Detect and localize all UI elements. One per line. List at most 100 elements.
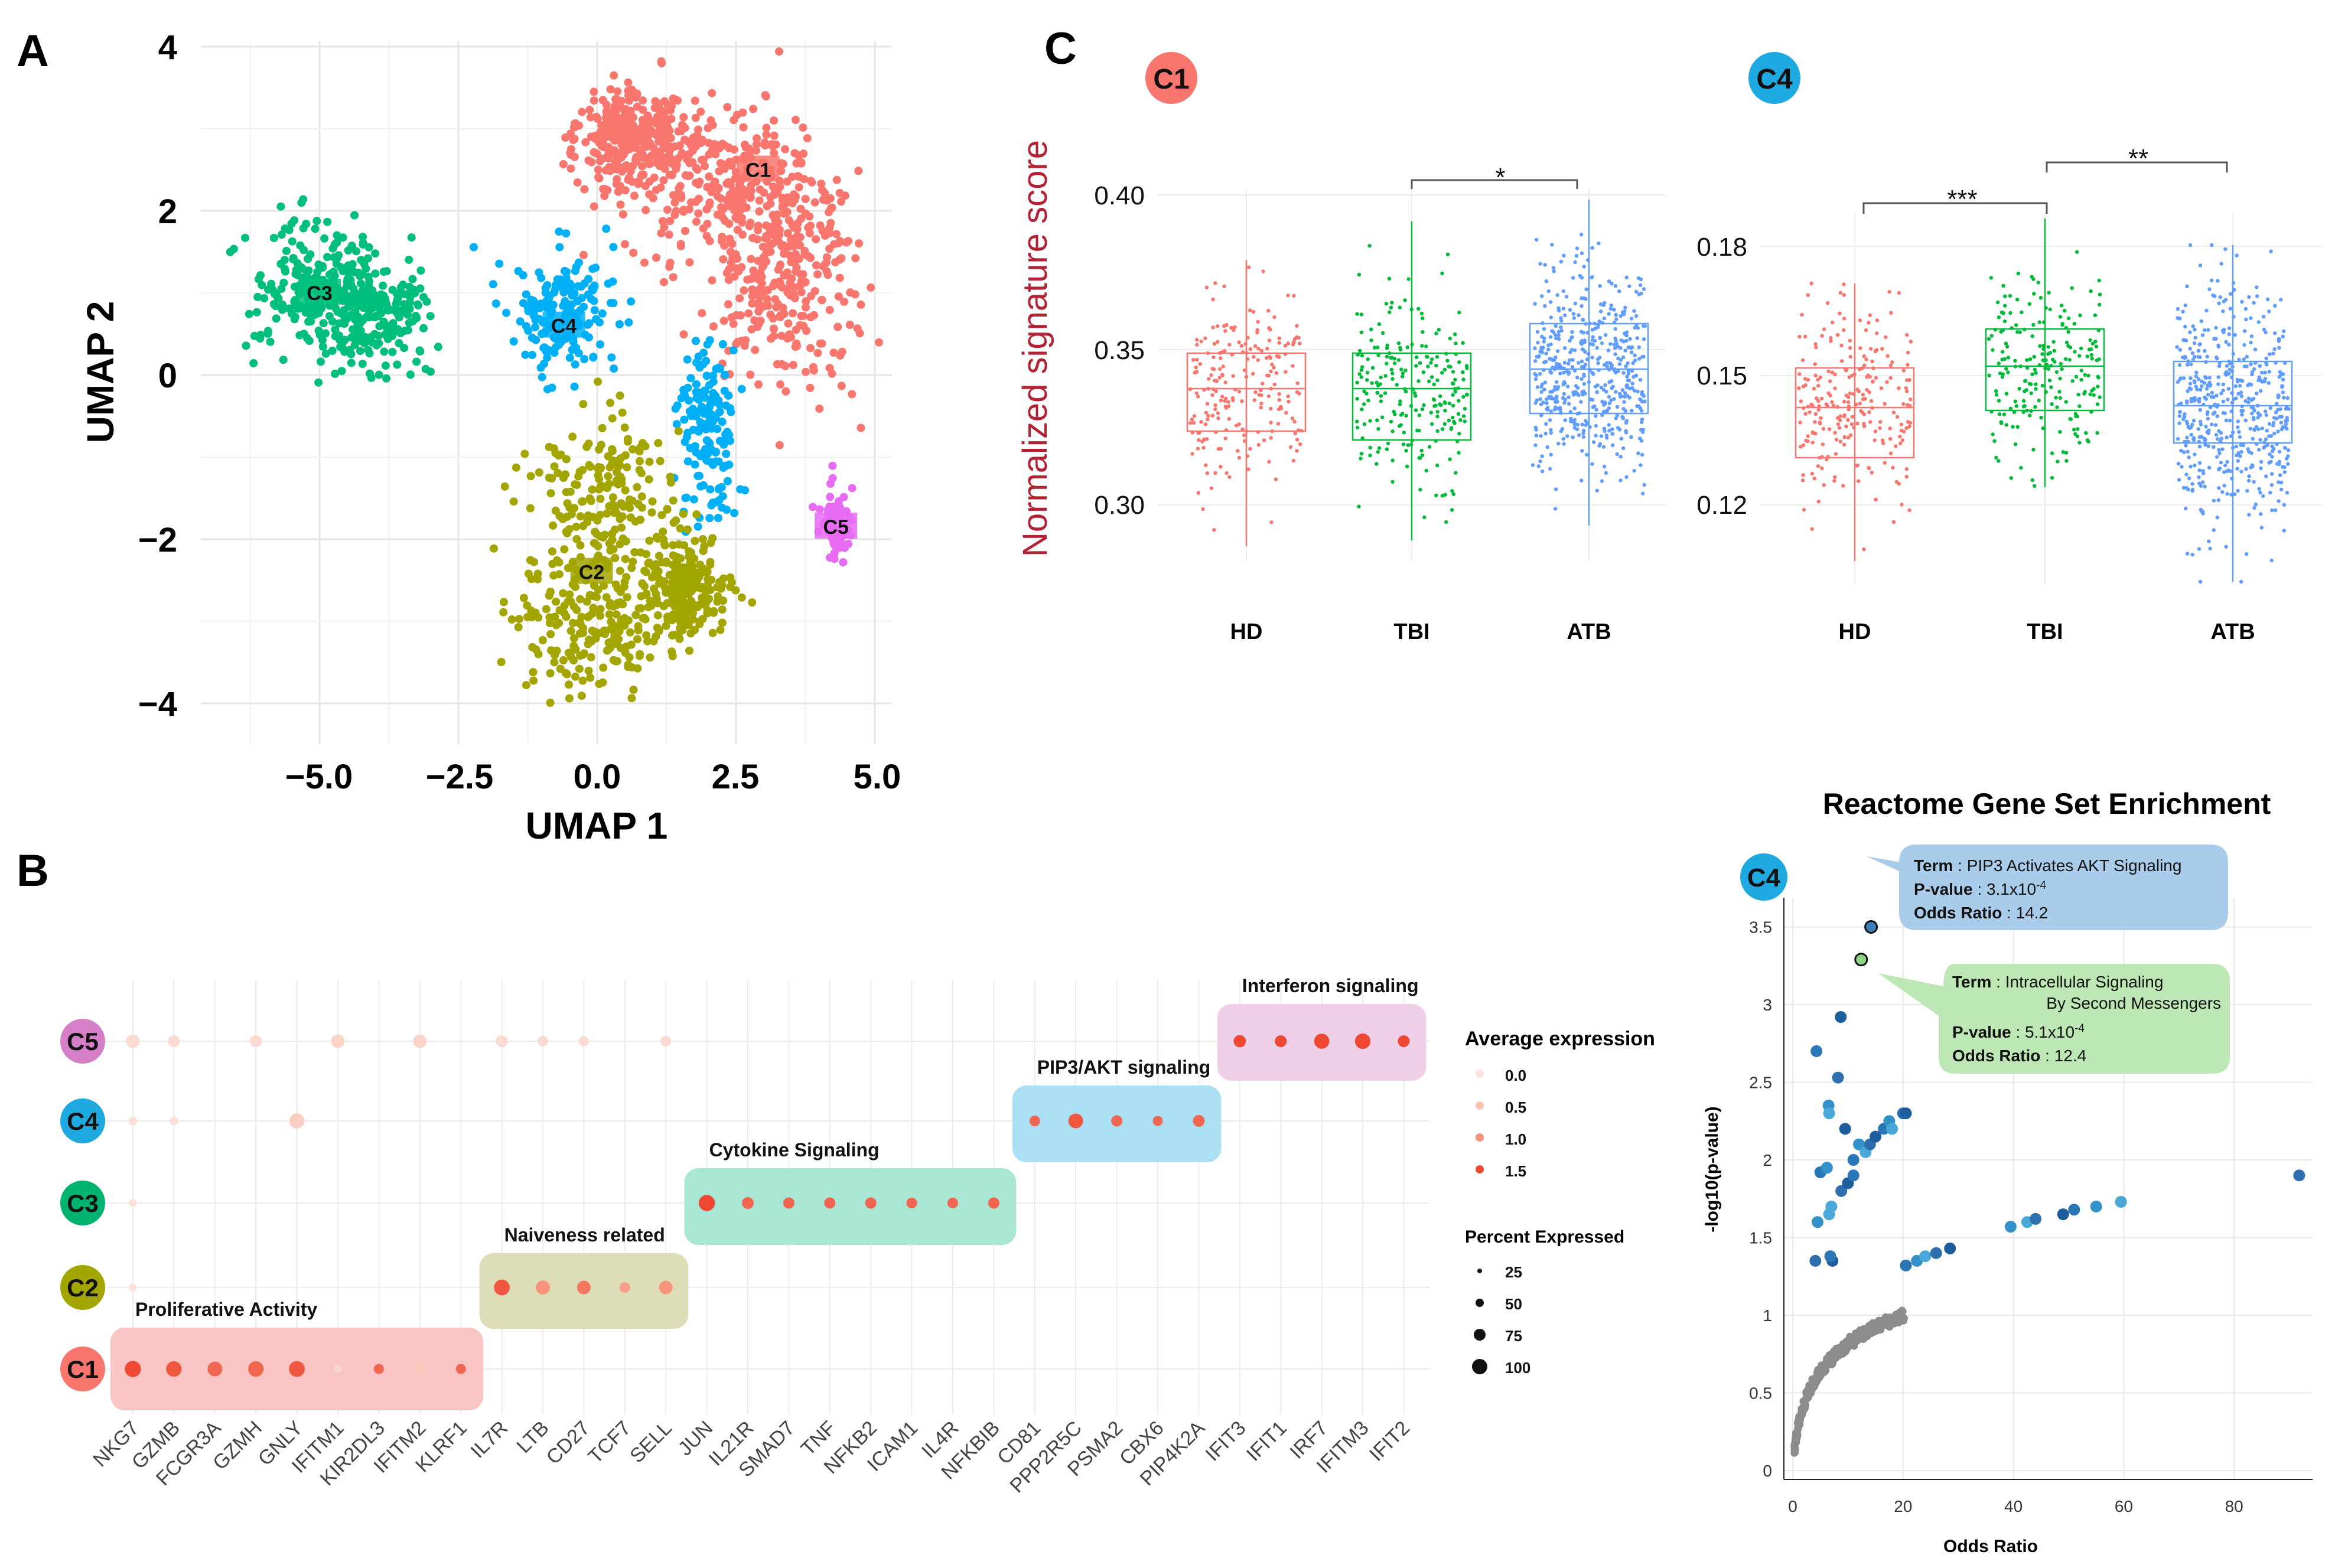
sig-point <box>2003 304 2007 308</box>
sig-point <box>1997 361 2001 366</box>
umap-ytick-m4: −4 <box>138 685 177 723</box>
umap-point-c2 <box>656 457 665 465</box>
sig-point <box>1385 343 1389 347</box>
dot-c1-fcgr3a <box>207 1361 223 1377</box>
sig-point <box>1533 377 1538 382</box>
sig-point <box>1604 471 1608 475</box>
dot-c5-sell <box>660 1036 672 1047</box>
umap-point-c2 <box>534 613 543 622</box>
umap-point-c2 <box>636 457 644 465</box>
umap-point-c4 <box>587 295 595 304</box>
umap-point-c2 <box>698 535 707 543</box>
umap-point-c1 <box>738 108 747 117</box>
dot-c5-gzmh <box>250 1035 262 1047</box>
sig-point <box>1277 398 1281 402</box>
sig-point <box>2204 308 2209 312</box>
umap-point-c1 <box>703 182 712 191</box>
umap-point-c1 <box>819 262 828 270</box>
sig-point <box>2197 461 2202 465</box>
umap-point-c1 <box>790 149 799 158</box>
umap-point-c4 <box>705 439 714 448</box>
sig-point <box>1600 341 1604 345</box>
sig-point <box>1905 332 1909 337</box>
umap-point-c2 <box>654 567 663 576</box>
sig-point <box>2280 372 2284 376</box>
umap-point-c1 <box>676 141 684 150</box>
sig-point <box>1240 399 1244 403</box>
umap-point-c1 <box>579 250 588 259</box>
sig-point <box>1621 355 1626 360</box>
sig-point <box>2216 382 2220 386</box>
rx-point-sig <box>1809 1254 1822 1267</box>
sig-point <box>2000 357 2004 361</box>
sig-point <box>2066 330 2070 334</box>
reactome-badge <box>1740 853 1787 901</box>
umap-point-c1 <box>659 217 667 226</box>
sig-point <box>2264 437 2268 441</box>
sig-point <box>1560 427 1565 431</box>
sig-c4-group-atb: ATB <box>2210 620 2255 644</box>
sig-point <box>1830 400 1834 404</box>
sig-point <box>1591 372 1595 376</box>
sig-point <box>2246 396 2251 400</box>
sig-point <box>2284 405 2289 410</box>
sig-point <box>1359 330 1364 334</box>
umap-point-c4 <box>695 395 704 403</box>
sig-point <box>2279 420 2284 425</box>
umap-point-c1 <box>618 210 627 219</box>
sig-point <box>2054 370 2059 374</box>
umap-point-c1 <box>726 247 735 256</box>
sig-point <box>1582 338 1587 343</box>
dot-c5-ifit1 <box>1275 1035 1287 1047</box>
umap-point-c3 <box>371 249 380 258</box>
sig-point <box>1632 309 1636 313</box>
umap-point-c1 <box>666 106 675 115</box>
sig-point <box>2027 302 2031 306</box>
sig-c4-points <box>1797 243 2291 584</box>
sig-point <box>2272 347 2277 351</box>
umap-point-c1 <box>652 129 660 138</box>
sig-point <box>1426 364 1430 369</box>
umap-point-c3 <box>333 254 341 262</box>
umap-point-c2 <box>634 500 643 508</box>
sig-point <box>2198 445 2202 449</box>
umap-point-c1 <box>845 321 854 329</box>
sig-point <box>2193 380 2197 384</box>
sig-point <box>2224 298 2228 302</box>
sig-point <box>1872 438 1877 442</box>
sig-point <box>2013 358 2017 363</box>
umap-point-c3 <box>320 234 329 243</box>
sig-point <box>1590 462 1594 466</box>
umap-point-c1 <box>657 129 666 138</box>
umap-point-c1 <box>792 116 800 124</box>
umap-point-c2 <box>657 511 666 520</box>
group-label-c3: Cytokine Signaling <box>709 1139 880 1160</box>
umap-point-c2 <box>572 523 581 532</box>
sig-point <box>2040 352 2044 356</box>
umap-point-c1 <box>653 155 662 164</box>
umap-point-c2 <box>731 586 740 595</box>
umap-point-c5 <box>809 503 817 511</box>
sig-point <box>2240 413 2244 417</box>
sig-point <box>2219 392 2223 396</box>
sig-point <box>2059 361 2063 366</box>
umap-point-c1 <box>762 123 771 132</box>
umap-point-c1 <box>746 370 755 379</box>
sig-point <box>1613 346 1617 350</box>
umap-point-c1 <box>652 185 660 194</box>
umap-point-c2 <box>683 525 692 534</box>
sig-point <box>1602 316 1607 321</box>
sig-point <box>1559 259 1564 264</box>
sig-point <box>1581 296 1585 300</box>
umap-point-c2 <box>604 472 613 481</box>
sig-point <box>1862 422 1866 426</box>
sig-point <box>1554 405 1558 409</box>
sig-point <box>1816 399 1821 403</box>
umap-point-c4 <box>572 262 581 271</box>
sig-point <box>1202 438 1206 442</box>
sig-point <box>2282 470 2287 474</box>
sig-c1-ytick-0.40: 0.40 <box>1094 181 1145 210</box>
sig-point <box>1621 446 1626 450</box>
umap-point-c4 <box>568 345 577 354</box>
rx-ytick: 3.5 <box>1749 918 1772 937</box>
